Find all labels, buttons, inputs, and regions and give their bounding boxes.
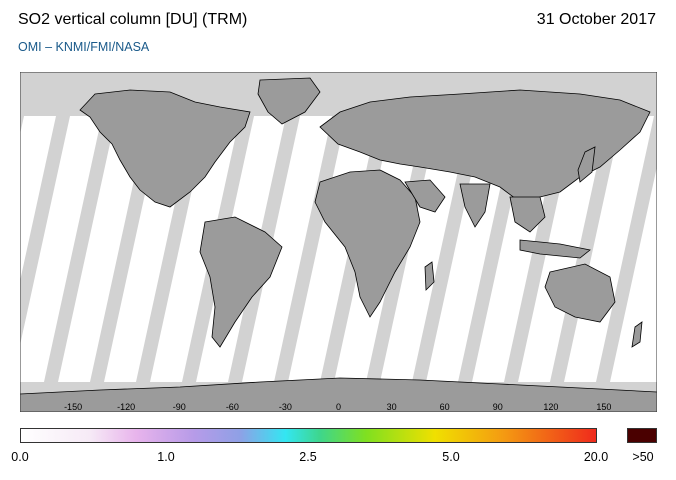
colorbar-overflow-label: >50: [632, 450, 654, 464]
colorbar-label-3: 5.0: [442, 450, 460, 464]
lon-tick-label-bottom: -120: [117, 402, 135, 412]
bottom-longitude-ticks: -150 -120 -90 -60 -30 0 30 60 90 120 150: [64, 402, 611, 412]
lon-tick-label-bottom: 0: [336, 402, 341, 412]
colorbar-overflow-swatch: [627, 428, 657, 443]
lon-tick-label-bottom: 90: [493, 402, 503, 412]
lon-tick-label-bottom: 30: [387, 402, 397, 412]
chart-title: SO2 vertical column [DU] (TRM): [18, 11, 248, 28]
lon-tick-label-bottom: -60: [226, 402, 239, 412]
lon-tick-label-bottom: -90: [173, 402, 186, 412]
lon-tick-label-bottom: 150: [596, 402, 611, 412]
swath-gap: [412, 116, 484, 382]
swath-gap: [596, 116, 657, 382]
land-shading: [20, 77, 657, 412]
swath-gap: [44, 116, 116, 382]
colorbar-label-0: 0.0: [11, 450, 29, 464]
map-svg: -150 -120 -90 -60 -30 0 30 60 90 120 150 -150 -120 -…: [6, 61, 671, 413]
colorbar: [20, 428, 597, 443]
lon-tick-label-bottom: 60: [440, 402, 450, 412]
date-label: 31 October 2017: [536, 11, 656, 28]
colorbar-label-1: 1.0: [157, 450, 175, 464]
colorbar-label-4: 20.0: [583, 450, 609, 464]
lon-tick-label-bottom: 120: [543, 402, 558, 412]
lon-tick-label-bottom: -30: [279, 402, 292, 412]
lon-tick-label-bottom: -150: [64, 402, 82, 412]
colorbar-label-2: 2.5: [299, 450, 317, 464]
world-map: -150 -120 -90 -60 -30 0 30 60 90 120 150 -150 -120 -…: [6, 61, 671, 413]
source-credit: OMI – KNMI/FMI/NASA: [18, 40, 150, 54]
